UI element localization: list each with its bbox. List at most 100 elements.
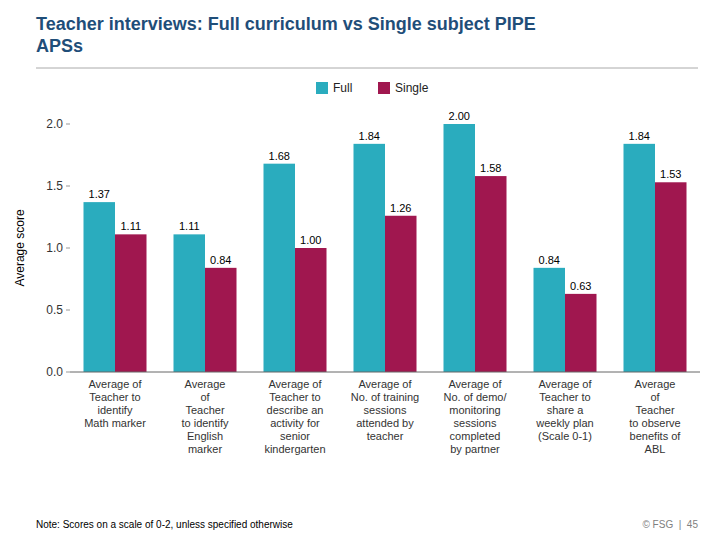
bar (295, 248, 327, 372)
y-axis: 0.0 0.5 1.0 1.5 2.0 (46, 117, 70, 379)
y-tick (66, 372, 70, 373)
data-label: 1.11 (120, 220, 141, 232)
text-line: No. of demo/ (444, 391, 508, 403)
x-axis-line (70, 372, 700, 373)
x-tick-label: Average ofTeacher toidentifyMath marker (84, 378, 146, 429)
text-line: (Scale 0-1) (538, 430, 592, 442)
bar (534, 268, 566, 372)
legend-label: Single (395, 81, 429, 95)
bar (385, 216, 417, 372)
bar (174, 234, 206, 372)
bar (565, 294, 597, 372)
y-tick-label: 1.5 (46, 179, 63, 193)
data-label: 1.84 (359, 130, 380, 142)
text-line: ABL (645, 443, 666, 455)
text-line: of (200, 391, 210, 403)
text-line: by partner (450, 443, 500, 455)
data-label: 1.37 (89, 188, 110, 200)
text-line: of (650, 391, 660, 403)
data-label: 1.00 (300, 234, 321, 246)
text-line: Teacher to (539, 391, 590, 403)
y-tick-label: 1.0 (46, 241, 63, 255)
text-line: Teacher to (89, 391, 140, 403)
bar (264, 164, 296, 372)
y-tick-label: 0.5 (46, 303, 63, 317)
title: Teacher interviews: Full curriculum vs S… (36, 14, 536, 56)
bar (205, 268, 237, 372)
title-rule (36, 68, 698, 69)
bars (84, 124, 687, 372)
bar (444, 124, 476, 372)
legend: Full Single (316, 81, 429, 95)
text-line: activity for (270, 417, 320, 429)
text-line: attended by (356, 417, 414, 429)
legend-swatch (378, 82, 390, 94)
data-label: 1.53 (660, 168, 681, 180)
text-line: describe an (267, 404, 324, 416)
text-line: No. of training (351, 391, 419, 403)
text-line: kindergarten (264, 443, 325, 455)
text-line: share a (547, 404, 585, 416)
data-label: 2.00 (449, 110, 470, 122)
text-line: sessions (364, 404, 407, 416)
bar (84, 202, 116, 372)
data-label: 1.68 (269, 150, 290, 162)
text-line: completed (450, 430, 501, 442)
x-tick-label: Average ofNo. of demo/monitoringsessions… (444, 378, 508, 455)
text-line: Average of (448, 378, 502, 390)
text-line: Teacher (635, 404, 674, 416)
y-tick (66, 310, 70, 311)
data-label: 1.58 (480, 162, 501, 174)
text-line: weekly plan (535, 417, 593, 429)
data-label: 1.26 (390, 202, 411, 214)
text-line: to identify (181, 417, 229, 429)
x-tick-label: Average ofTeacher toshare aweekly plan(S… (535, 378, 593, 442)
annotation: © FSG | 45 (642, 519, 698, 530)
legend-label: Full (333, 81, 352, 95)
text-line: senior (280, 430, 310, 442)
x-tick-label: AverageofTeacherto observebenefits ofABL (629, 378, 681, 455)
text-line: Teacher to (269, 391, 320, 403)
text-line: Average of (538, 378, 592, 390)
annotation: Note: Scores on a scale of 0-2, unless s… (36, 519, 293, 530)
bar (115, 234, 147, 372)
text-line: identify (98, 404, 133, 416)
y-tick (66, 186, 70, 187)
y-tick (66, 248, 70, 249)
text-line: English (187, 430, 223, 442)
text-line: benefits of (630, 430, 682, 442)
text-line: Average (635, 378, 676, 390)
text-line: monitoring (449, 404, 500, 416)
y-tick (66, 124, 70, 125)
x-axis: Average ofTeacher toidentifyMath markerA… (84, 378, 681, 455)
text-line: Average of (358, 378, 412, 390)
data-label: 1.11 (179, 220, 200, 232)
data-label: 0.84 (539, 254, 560, 266)
y-tick-label: 0.0 (46, 365, 63, 379)
text-line: Average (185, 378, 226, 390)
text-line: teacher (367, 430, 404, 442)
y-axis-label: Average score (13, 209, 27, 286)
text-line: Math marker (84, 417, 146, 429)
text-line: Average of (88, 378, 142, 390)
bar (655, 182, 687, 372)
chart: Teacher interviews: Full curriculum vs S… (0, 0, 720, 540)
text-line: Teacher (185, 404, 224, 416)
data-labels: 1.371.111.681.842.000.841.841.110.841.00… (89, 110, 682, 292)
text-line: APSs (36, 36, 83, 56)
bar (475, 176, 507, 372)
legend-swatch (316, 82, 328, 94)
x-tick-label: AverageofTeacherto identifyEnglishmarker (181, 378, 229, 455)
y-tick-label: 2.0 (46, 117, 63, 131)
text-line: marker (188, 443, 223, 455)
text-line: sessions (454, 417, 497, 429)
bar (624, 144, 656, 372)
data-label: 0.63 (570, 280, 591, 292)
bar (354, 144, 386, 372)
text-line: to observe (629, 417, 680, 429)
x-tick-label: Average ofNo. of trainingsessionsattende… (351, 378, 419, 442)
x-tick-label: Average ofTeacher todescribe anactivity … (264, 378, 325, 455)
text-line: Teacher interviews: Full curriculum vs S… (36, 14, 536, 34)
text-line: Average of (268, 378, 322, 390)
data-label: 0.84 (210, 254, 231, 266)
